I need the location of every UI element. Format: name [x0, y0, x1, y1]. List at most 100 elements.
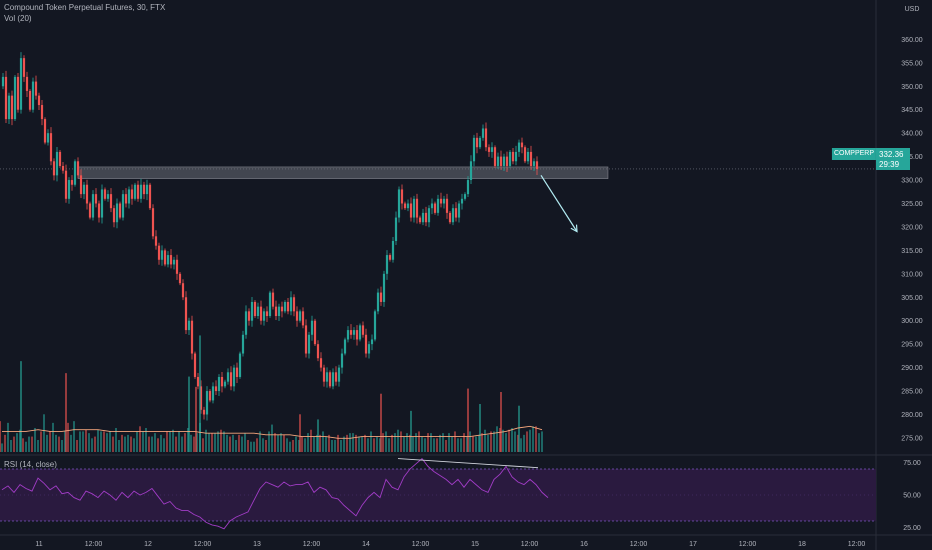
candle	[115, 203, 119, 223]
volume-bar	[400, 431, 402, 452]
candle	[385, 255, 389, 274]
candle	[352, 330, 356, 335]
candle	[478, 137, 482, 148]
volume-bar	[451, 436, 453, 452]
volume-bar	[310, 429, 312, 452]
volume-bar	[193, 436, 195, 452]
volume-bar	[259, 431, 261, 452]
volume-bar	[154, 433, 156, 452]
candle	[67, 180, 71, 199]
candle	[253, 301, 257, 317]
candle	[346, 330, 350, 340]
candle	[430, 203, 434, 209]
candle	[376, 292, 380, 312]
candle	[505, 156, 509, 166]
volume-bar	[226, 434, 228, 452]
candle	[28, 90, 32, 110]
candle	[118, 203, 122, 218]
time-axis-label: 13	[253, 541, 261, 548]
volume-bar	[188, 376, 190, 452]
candle	[319, 358, 323, 368]
volume-bar	[299, 414, 301, 452]
candle	[412, 198, 416, 218]
volume-bar	[508, 429, 510, 452]
price-axis-label: 300.00	[901, 318, 923, 325]
volume-bar	[475, 436, 477, 452]
candle	[466, 180, 470, 195]
candle	[313, 320, 317, 345]
volume-bar	[205, 429, 207, 452]
resistance-zone	[77, 166, 609, 179]
volume-bar	[195, 386, 197, 452]
volume-bar	[406, 433, 408, 452]
volume-bar	[343, 436, 345, 452]
candle	[46, 133, 50, 143]
last-price-value: 332.36	[879, 150, 904, 159]
candle	[103, 189, 107, 199]
candle	[37, 95, 41, 106]
candle	[139, 184, 143, 199]
candle	[244, 311, 248, 335]
candle	[121, 194, 125, 218]
volume-bar	[430, 433, 432, 452]
volume-bar	[199, 335, 201, 452]
candle	[247, 311, 251, 321]
volume-bar	[328, 434, 330, 452]
volume-bar	[142, 431, 144, 452]
volume-bar	[0, 421, 1, 452]
candle	[361, 325, 365, 335]
volume-bar	[361, 436, 363, 452]
volume-bar	[103, 431, 105, 452]
volume-bar	[94, 436, 96, 452]
candle	[493, 147, 497, 166]
candle	[70, 180, 74, 185]
volume-bar	[65, 373, 67, 452]
time-axis-label: 15	[471, 541, 479, 548]
volume-bar	[448, 433, 450, 452]
volume-bar	[421, 436, 423, 452]
volume-bar	[436, 438, 438, 452]
candle	[340, 353, 344, 368]
price-axis-label: 280.00	[901, 412, 923, 419]
volume-bar	[238, 434, 240, 452]
candle	[211, 386, 215, 401]
volume-bar	[352, 433, 354, 452]
volume-bar	[67, 422, 69, 452]
volume-bar	[467, 388, 469, 452]
price-axis-label: 345.00	[901, 107, 923, 114]
time-axis-label: 12:00	[85, 541, 103, 548]
candle	[283, 301, 287, 312]
volume-bar	[85, 429, 87, 452]
volume-bar	[31, 436, 33, 452]
volume-bar	[124, 436, 126, 452]
volume-bar	[292, 440, 294, 452]
volume-bar	[70, 434, 72, 452]
candle	[292, 297, 296, 312]
volume-bar	[241, 436, 243, 452]
volume-bar	[91, 438, 93, 452]
volume-bar	[166, 431, 168, 452]
volume-bar	[20, 361, 22, 452]
candle	[10, 95, 14, 120]
candle	[310, 320, 314, 335]
candle	[532, 161, 536, 166]
chart-title: Compound Token Perpetual Futures, 30, FT…	[4, 3, 166, 12]
volume-bar	[325, 436, 327, 452]
volume-bar	[358, 436, 360, 452]
price-axis-label: 305.00	[901, 295, 923, 302]
volume-bar	[97, 429, 99, 452]
price-axis-label: 285.00	[901, 389, 923, 396]
price-axis-label: 335.00	[901, 154, 923, 161]
candle	[202, 409, 206, 415]
price-axis-label: 350.00	[901, 84, 923, 91]
candle	[409, 203, 413, 218]
candle	[181, 283, 185, 298]
candle	[280, 306, 284, 312]
price-axis-label: 330.00	[901, 178, 923, 185]
volume-bar	[115, 428, 117, 452]
candle	[184, 297, 188, 331]
volume-bar	[535, 426, 537, 452]
price-axis-label: 340.00	[901, 131, 923, 138]
rsi-axis-label: 25.00	[903, 525, 921, 532]
